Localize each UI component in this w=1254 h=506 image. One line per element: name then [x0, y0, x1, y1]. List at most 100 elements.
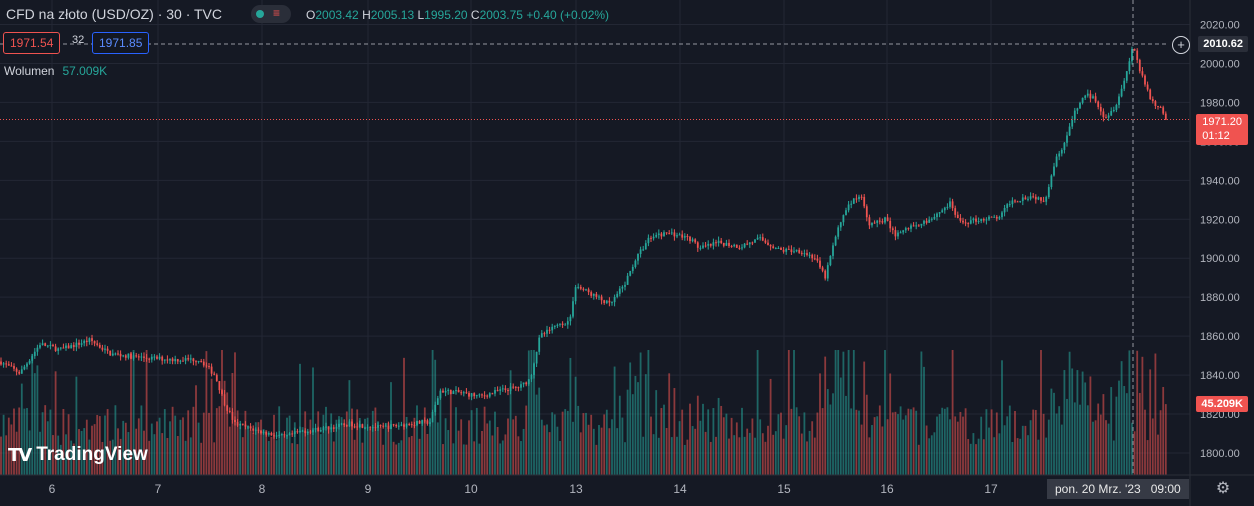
candle-body	[624, 284, 626, 287]
volume-bar	[1118, 380, 1120, 475]
volume-bar	[249, 429, 252, 475]
volume-bar	[847, 350, 850, 475]
candle-body	[135, 355, 138, 357]
candle-body	[366, 427, 369, 429]
gear-icon[interactable]: ⚙	[1215, 480, 1231, 497]
candle-body	[912, 225, 915, 227]
crosshair-price-tag: 2010.62	[1198, 36, 1248, 52]
volume-bar	[98, 416, 101, 475]
candle-body	[852, 198, 855, 204]
volume-bar	[241, 437, 244, 475]
volume-bar	[1021, 425, 1024, 475]
candle-body	[332, 427, 335, 429]
candle-body	[886, 217, 889, 221]
candle-body	[390, 424, 392, 429]
volume-bar	[1151, 418, 1154, 475]
candle-body	[439, 390, 442, 399]
volume-bar	[351, 408, 353, 475]
volume-bar	[410, 435, 413, 475]
volume-bar	[436, 422, 439, 475]
volume-bar	[954, 416, 957, 475]
candle-body	[938, 212, 941, 214]
volume-bar	[67, 414, 70, 475]
volume-bar	[111, 439, 114, 475]
candle-body	[855, 198, 858, 200]
candle-body	[371, 427, 374, 429]
volume-bar	[371, 410, 374, 475]
volume-bar	[135, 428, 138, 475]
volume-bar	[1162, 386, 1165, 475]
time-axis-label: 17	[984, 482, 998, 496]
candle-body	[847, 204, 850, 211]
candle-body	[462, 392, 465, 394]
volume-bar	[59, 444, 62, 475]
candle-body	[702, 245, 704, 248]
price-axis-label: 1980.00	[1200, 97, 1240, 109]
candle-body	[811, 254, 814, 259]
candle-body	[418, 420, 421, 424]
candle-body	[210, 366, 213, 374]
candle-body	[444, 390, 447, 393]
sell-button[interactable]: 1971.54	[3, 32, 61, 54]
price-axis-label: 1940.00	[1200, 175, 1240, 187]
volume-bar	[39, 431, 41, 475]
volume-bar	[709, 441, 712, 475]
volume-bar	[741, 407, 743, 475]
volume-bar	[652, 434, 655, 475]
candle-body	[228, 410, 231, 412]
volume-bar	[127, 432, 130, 475]
buy-button[interactable]: 1971.85	[92, 32, 150, 54]
volume-bar	[275, 440, 278, 475]
volume-bar	[647, 350, 650, 475]
volume-bar	[488, 420, 491, 475]
add-plus-icon[interactable]: +	[1172, 36, 1190, 54]
candle-body	[213, 373, 216, 375]
volume-legend[interactable]: Wolumen 57.009K	[4, 64, 107, 78]
candle-body	[1079, 102, 1081, 109]
indicator-toggle[interactable]: ≡	[251, 5, 291, 23]
candle-body	[317, 427, 320, 432]
volume-bar	[54, 371, 57, 475]
price-axis-label: 1880.00	[1200, 292, 1240, 304]
candle-body	[5, 363, 8, 365]
volume-bar	[416, 405, 418, 475]
candle-body	[1110, 111, 1113, 116]
candle-body	[1094, 96, 1097, 102]
candle-body	[143, 356, 145, 358]
volume-bar	[668, 373, 671, 475]
candle-body	[400, 424, 403, 426]
volume-bar	[949, 419, 951, 475]
candle-body	[106, 348, 109, 351]
volume-bar	[1102, 394, 1105, 475]
volume-bar	[696, 395, 699, 475]
candle-body	[720, 240, 723, 243]
candle-body	[54, 346, 57, 351]
volume-bar	[1034, 410, 1037, 475]
volume-bar	[1154, 353, 1157, 475]
volume-bar	[509, 370, 512, 475]
candle-body	[486, 395, 489, 397]
symbol-title[interactable]: CFD na złoto (USD/OZ) · 30 · TVC	[6, 6, 223, 22]
volume-bar	[907, 408, 910, 475]
candle-body	[637, 253, 639, 261]
volume-bar	[525, 405, 528, 475]
candle-body	[813, 258, 816, 260]
volume-bar	[811, 421, 814, 475]
volume-bar	[397, 442, 400, 475]
volume-bar	[296, 444, 299, 475]
volume-bar	[478, 443, 481, 475]
tradingview-logo[interactable]: 𝗧𝗩 TradingView	[8, 444, 148, 466]
candle-body	[551, 326, 554, 331]
volume-bar	[356, 409, 359, 475]
candle-body	[137, 356, 140, 358]
candle-body	[634, 260, 637, 267]
candle-body	[392, 424, 395, 426]
time-axis-label: 9	[365, 482, 372, 496]
volume-bar	[826, 389, 829, 475]
candle-body	[1141, 71, 1144, 76]
candle-body	[403, 424, 405, 427]
candle-body	[876, 220, 879, 223]
volume-bar	[314, 428, 317, 475]
volume-bar	[1071, 368, 1074, 475]
